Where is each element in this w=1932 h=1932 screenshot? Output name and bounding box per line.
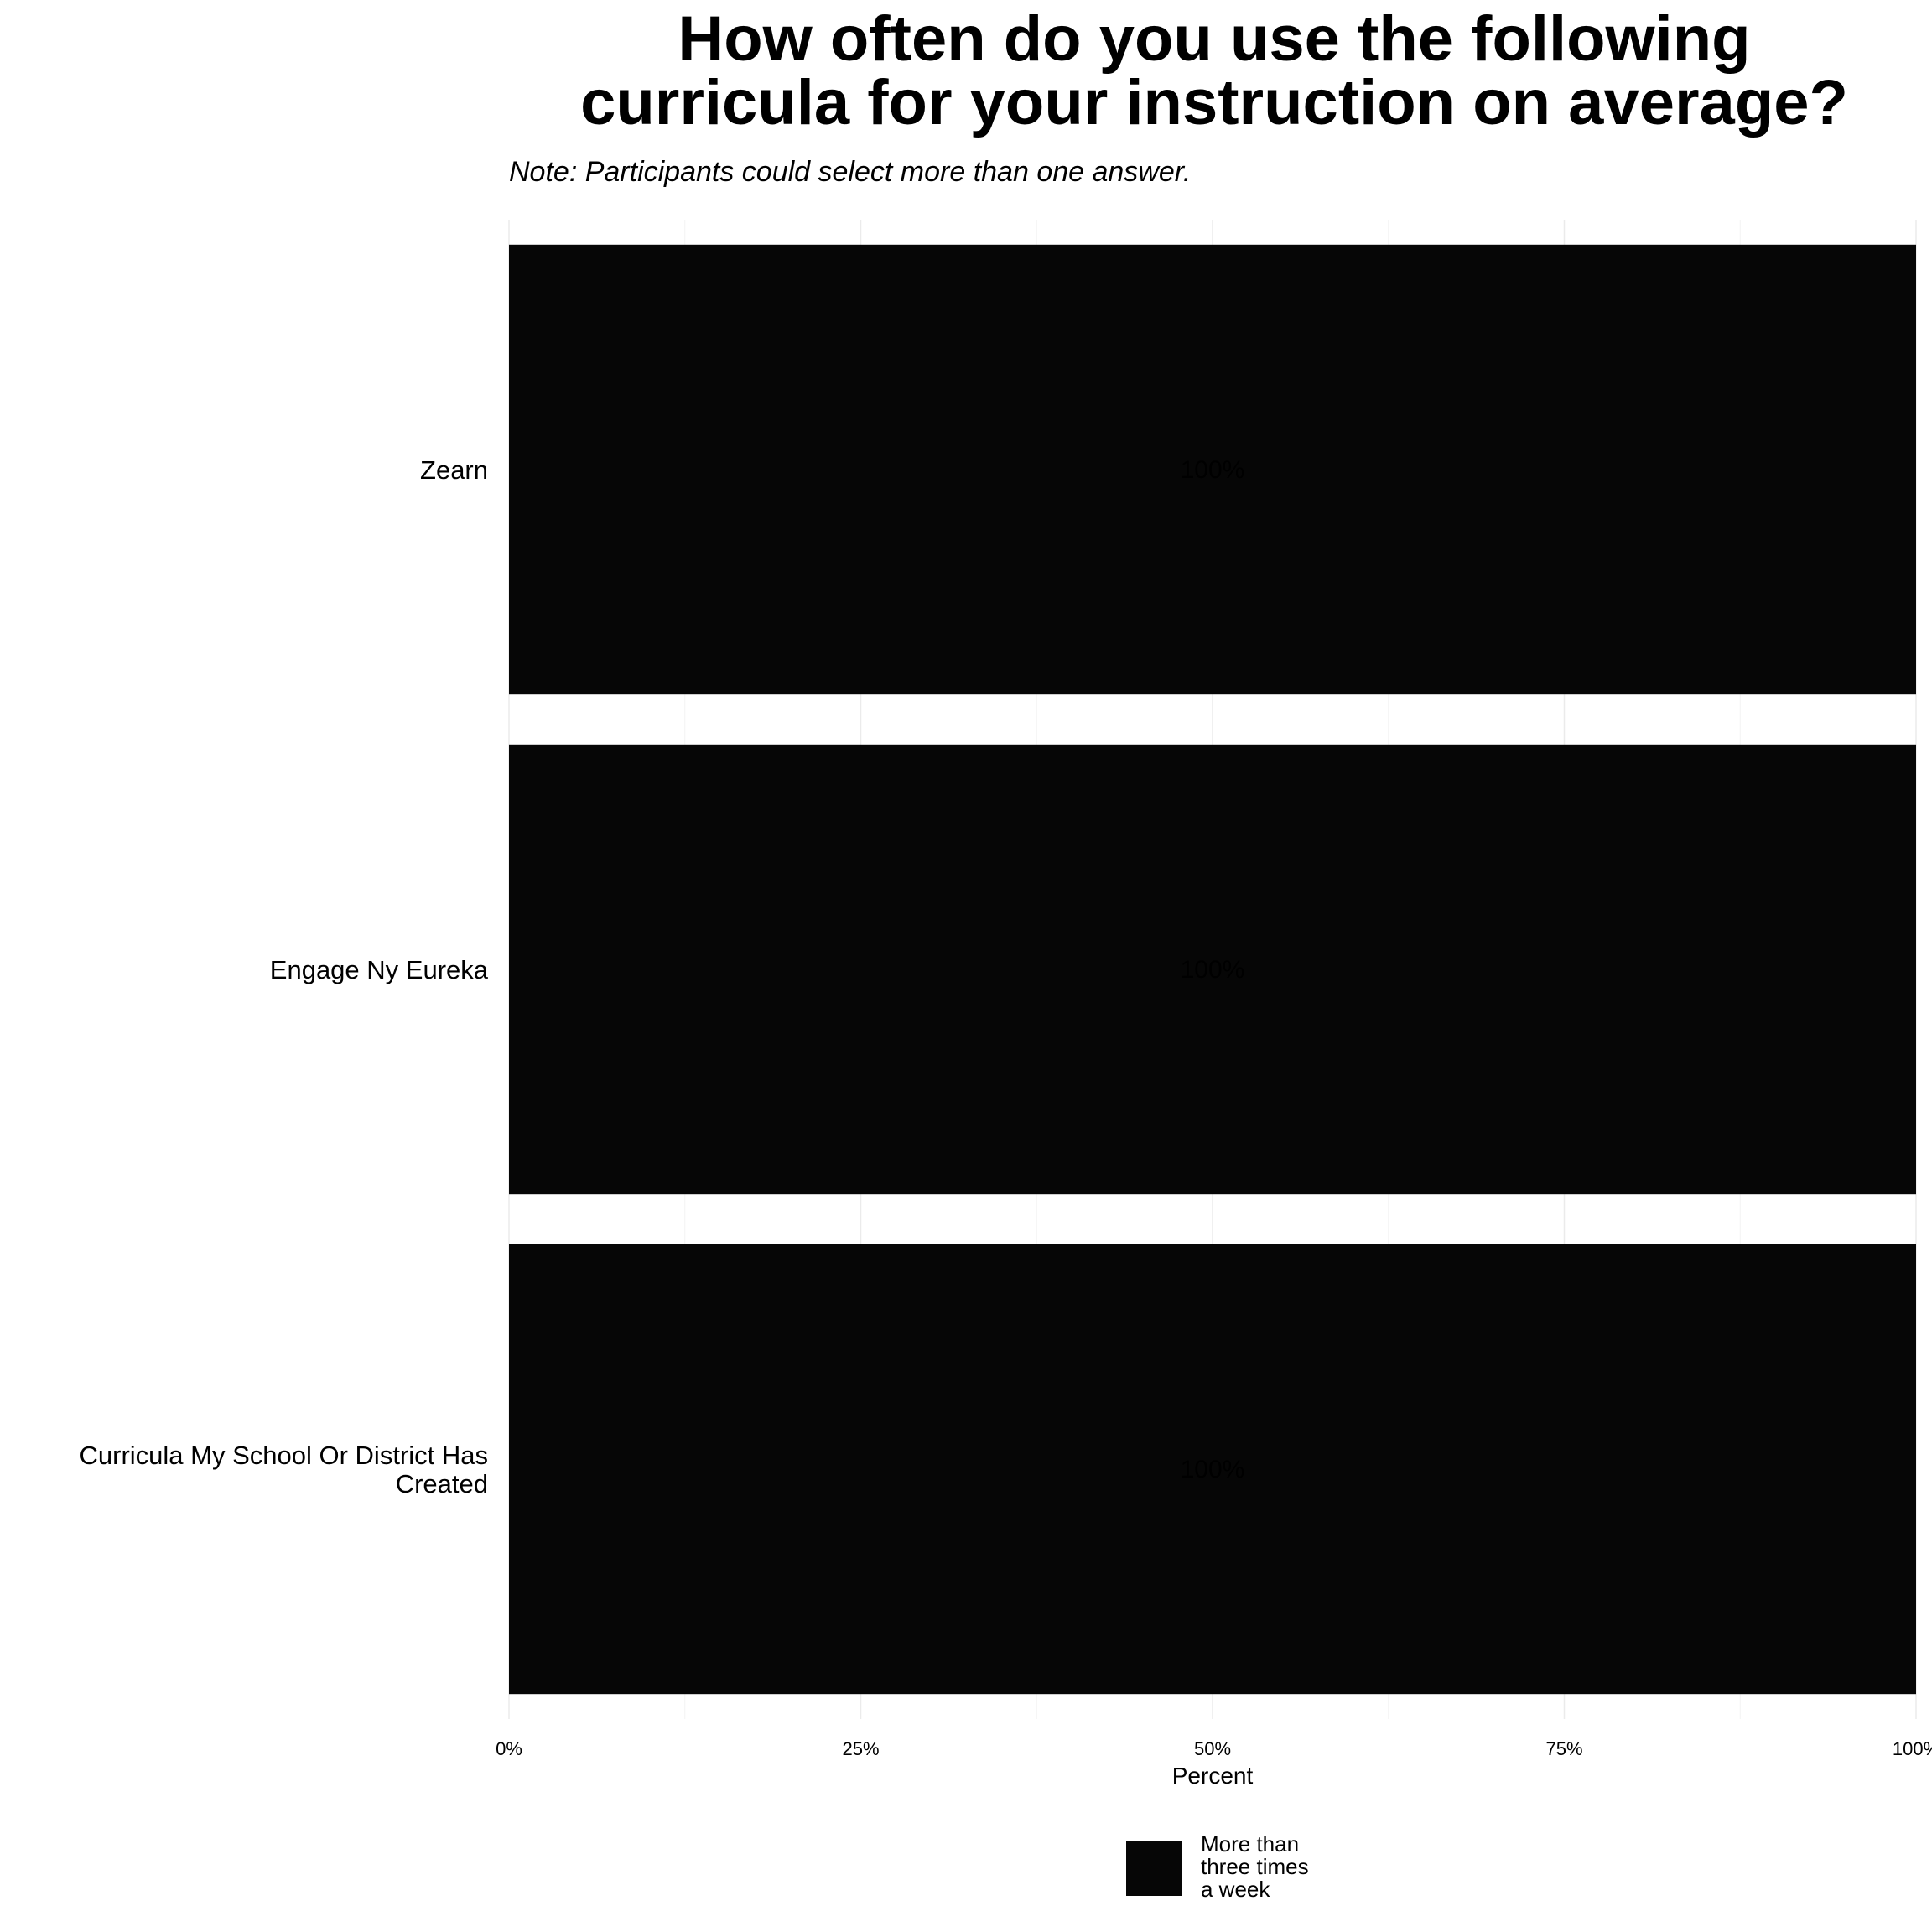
bar: [509, 1244, 1916, 1695]
bar: [509, 744, 1916, 1195]
legend-label-line: a week: [1201, 1877, 1270, 1902]
bar-layer: [509, 244, 1916, 1896]
x-tick-label: 100%: [1893, 1738, 1932, 1759]
x-axis-title: Percent: [1172, 1763, 1254, 1789]
category-label: Curricula My School Or District Has Creat…: [80, 1441, 488, 1498]
x-tick-label: 75%: [1545, 1738, 1582, 1759]
category-label: Zearn: [420, 455, 488, 485]
category-label-line: Zearn: [420, 455, 488, 485]
legend-label-line: More than: [1201, 1831, 1299, 1857]
category-label-line: Engage Ny Eureka: [270, 955, 489, 984]
x-tick-label: 0%: [496, 1738, 522, 1759]
bar-value-label: 100%: [1181, 956, 1245, 984]
chart-title-line: How often do you use the following: [678, 3, 1750, 75]
chart-title: How often do you use the following curric…: [580, 3, 1848, 138]
category-label: Engage Ny Eureka: [270, 955, 489, 984]
category-label-line: Curricula My School Or District Has: [80, 1441, 488, 1470]
chart-title-line: curricula for your instruction on averag…: [580, 67, 1848, 138]
legend-swatch: [1126, 1841, 1182, 1896]
bar-value-label: 100%: [1181, 456, 1245, 484]
bar: [509, 244, 1916, 695]
bar-value-label: 100%: [1181, 1456, 1245, 1483]
legend-label-line: three times: [1201, 1854, 1309, 1879]
text-layer: How often do you use the following curric…: [80, 3, 1932, 1902]
x-tick-label: 25%: [842, 1738, 879, 1759]
category-label-line: Created: [396, 1469, 488, 1498]
x-tick-label: 50%: [1194, 1738, 1231, 1759]
chart-subtitle: Note: Participants could select more tha…: [509, 156, 1191, 188]
legend-label: More than three times a week: [1201, 1831, 1309, 1902]
